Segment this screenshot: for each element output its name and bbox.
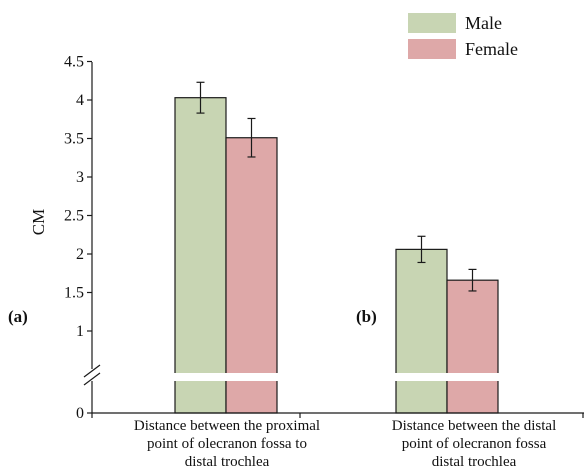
category-label-line: point of olecranon fossa to [147, 436, 307, 452]
y-tick-label: 4.5 [64, 54, 84, 71]
y-tick-label: 4 [76, 92, 84, 109]
y-tick-label: 2.5 [64, 208, 84, 225]
legend-label-female: Female [465, 39, 518, 59]
category-label-line: Distance between the distal [392, 418, 557, 434]
category-label-line: distal trochlea [185, 454, 270, 470]
bar-female-2 [446, 279, 499, 414]
legend-label-male: Male [465, 13, 502, 33]
bar-male-2 [395, 248, 448, 414]
axes-group: 0 1 1.5 2 2.5 3 3.5 4 4.5 [64, 54, 584, 422]
bars-group [160, 81, 520, 414]
legend-swatch-female [408, 39, 456, 59]
category-label-line: distal trochlea [432, 454, 517, 470]
legend-swatch-male [408, 13, 456, 33]
panel-label: (b) [356, 307, 377, 326]
panel-label: (a) [8, 307, 28, 326]
axis-break-gap [160, 373, 520, 381]
y-axis-label: CM [29, 209, 48, 235]
labels-group: CM Distance between the proximal point of … [8, 209, 556, 470]
y-tick-label: 2 [76, 246, 84, 263]
bar-female-1 [225, 137, 278, 414]
y-tick-label: 1.5 [64, 285, 84, 302]
legend: Male Female [408, 13, 518, 59]
y-tick-label: 3 [76, 169, 84, 186]
y-tick-label: 1 [76, 323, 84, 340]
y-tick-label: 3.5 [64, 131, 84, 148]
y-tick-label: 0 [76, 405, 84, 422]
axis-break-mark-lower [83, 372, 101, 386]
bar-male-1 [174, 97, 227, 414]
category-label-line: Distance between the proximal [134, 418, 320, 434]
category-label-line: point of olecranon fossa [402, 436, 547, 452]
axis-break-mark-upper [83, 364, 101, 378]
